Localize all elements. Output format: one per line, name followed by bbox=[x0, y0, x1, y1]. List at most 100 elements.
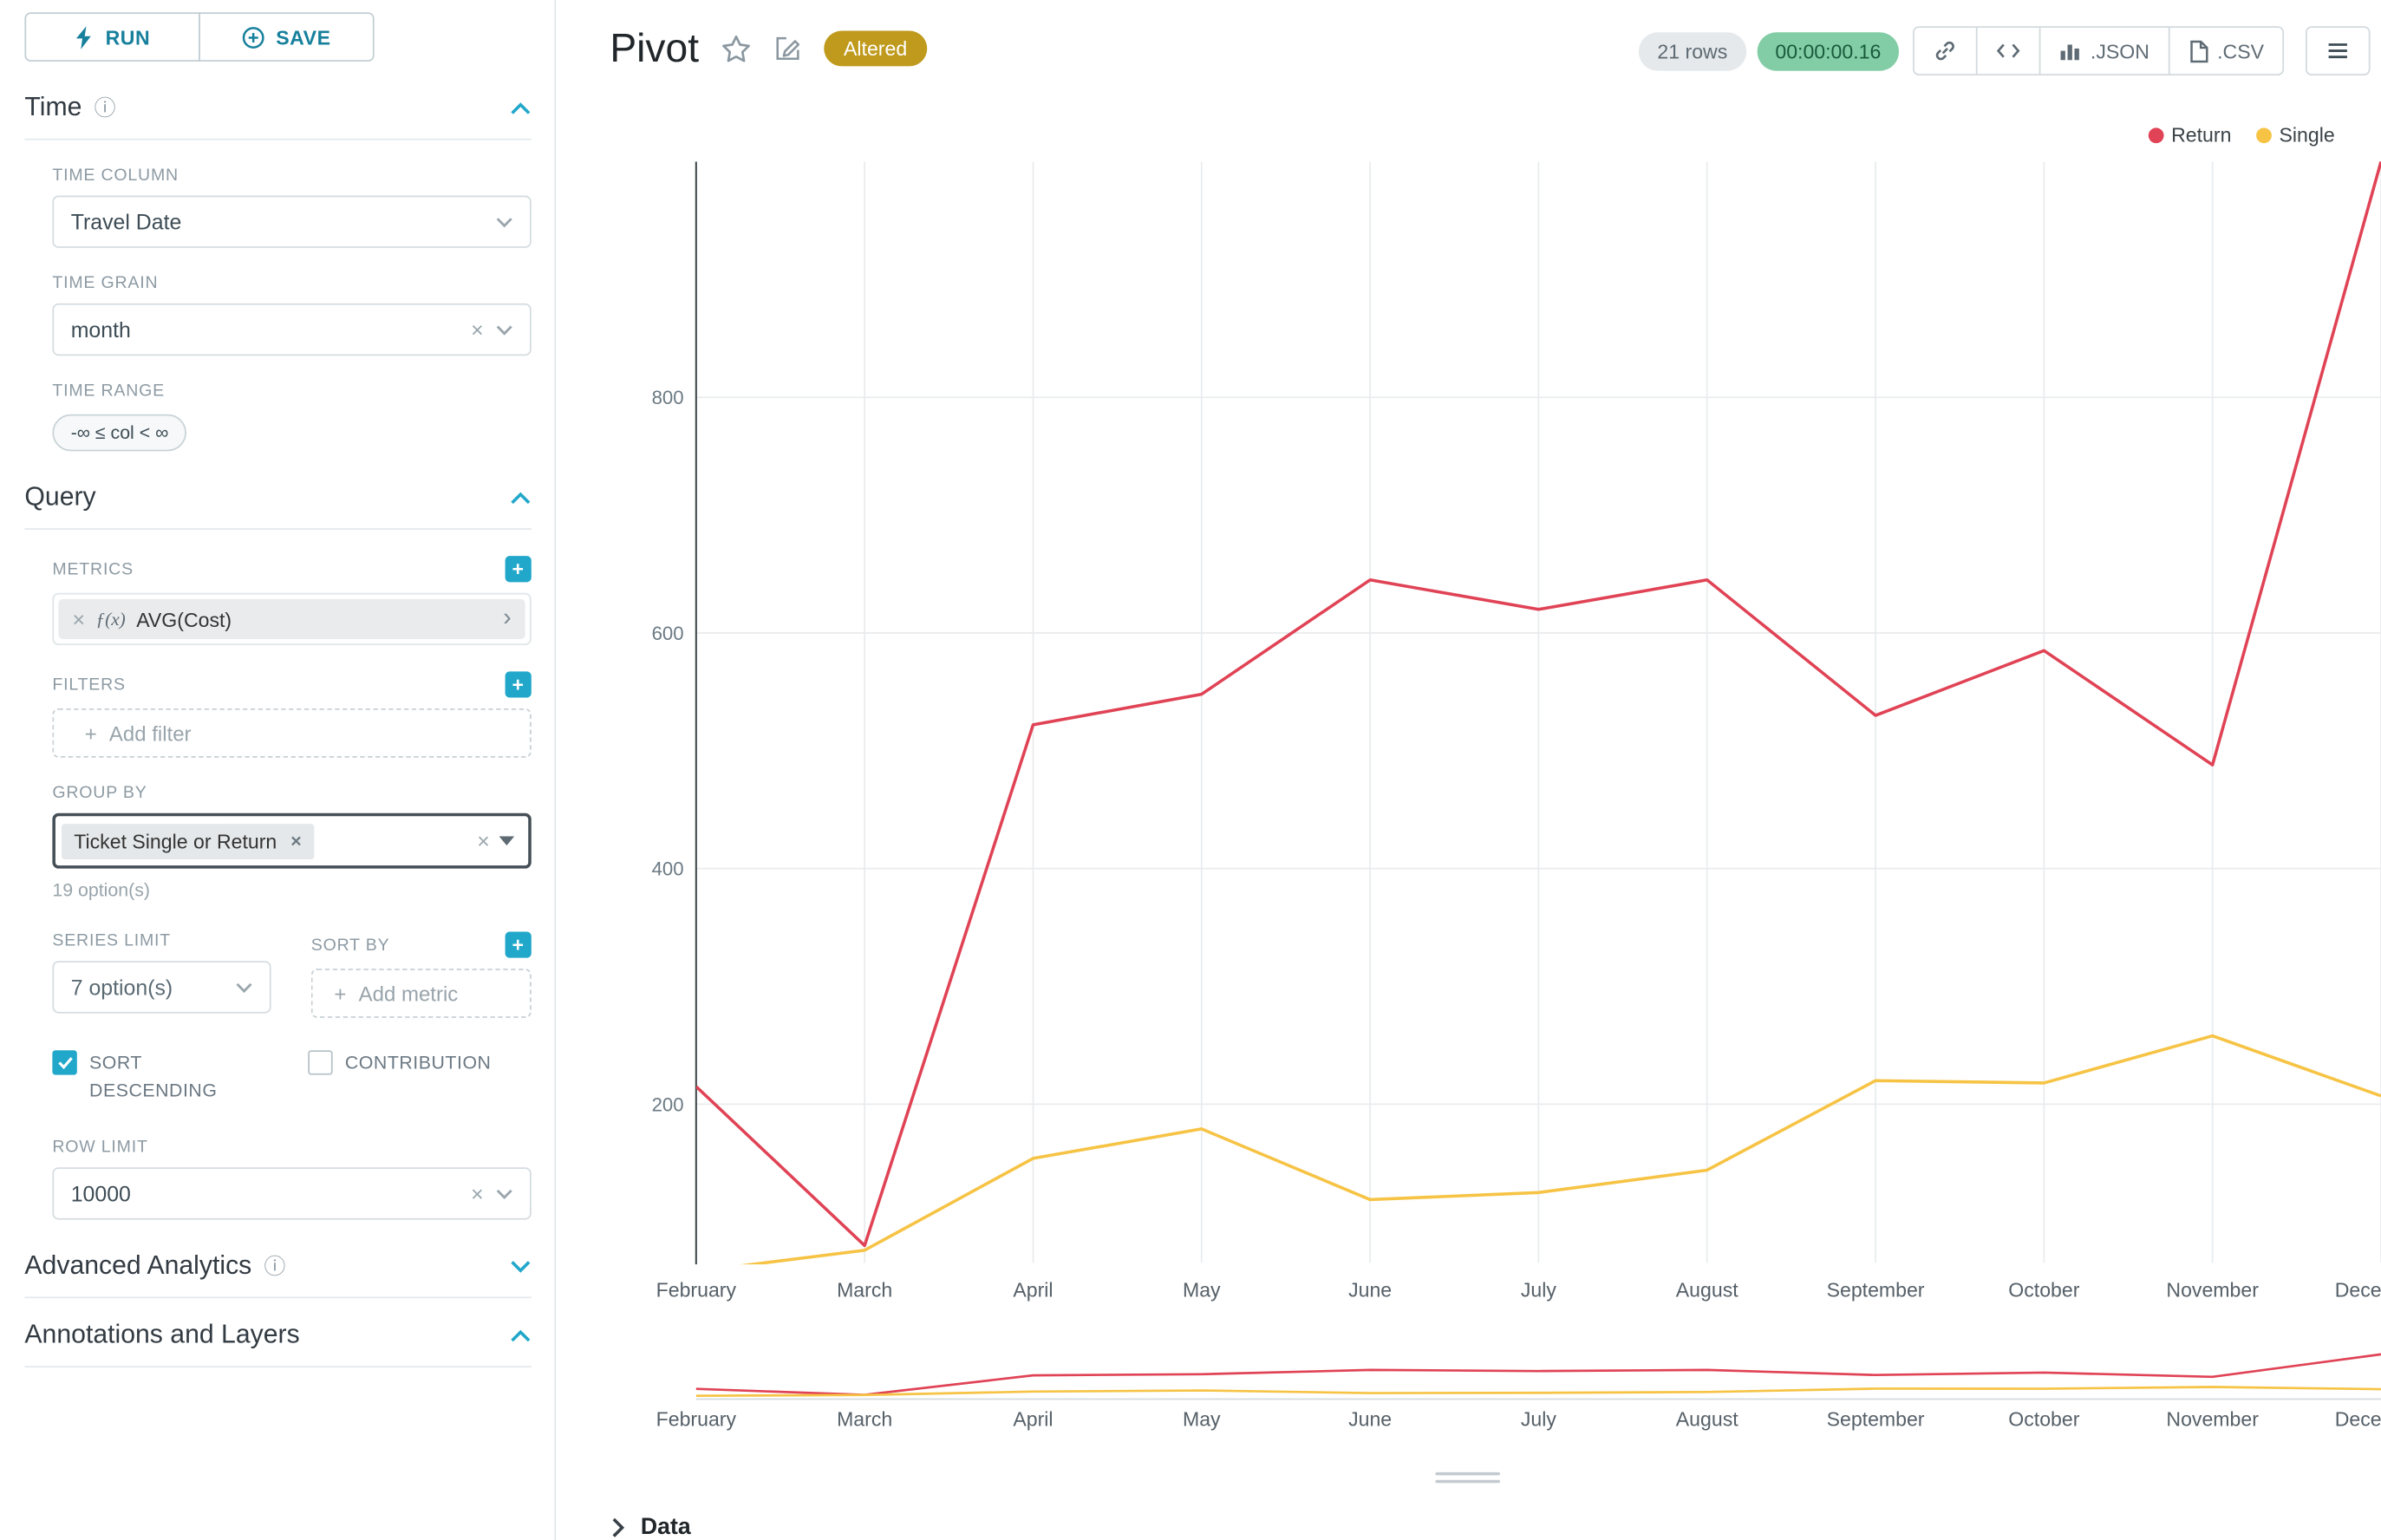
time-range-label: TIME RANGE bbox=[52, 382, 165, 401]
time-column-value: Travel Date bbox=[70, 209, 182, 234]
time-section-title: Time bbox=[24, 92, 82, 122]
metrics-label-row: METRICS + bbox=[52, 556, 532, 583]
export-csv-button[interactable]: .CSV bbox=[2168, 26, 2285, 76]
add-filter-dropzone[interactable]: + Add filter bbox=[52, 708, 532, 758]
svg-text:August: August bbox=[1676, 1278, 1738, 1301]
bar-chart-icon bbox=[2061, 44, 2080, 61]
more-options-menu-button[interactable] bbox=[2305, 26, 2371, 76]
query-section-title: Query bbox=[24, 481, 96, 512]
function-icon: ƒ(x) bbox=[95, 607, 126, 630]
time-range-pill[interactable]: -∞ ≤ col < ∞ bbox=[52, 414, 187, 452]
svg-text:February: February bbox=[656, 1278, 737, 1301]
hamburger-menu-icon bbox=[2328, 43, 2347, 59]
add-sort-metric-plus-button[interactable]: + bbox=[505, 931, 532, 958]
series-limit-value: 7 option(s) bbox=[70, 975, 173, 1000]
embed-code-button[interactable] bbox=[1976, 26, 2042, 76]
altered-badge[interactable]: Altered bbox=[823, 30, 928, 67]
run-button[interactable]: RUN bbox=[24, 12, 200, 62]
query-section-header: Query bbox=[24, 451, 532, 530]
contribution-checkbox[interactable] bbox=[308, 1050, 333, 1075]
lightning-icon bbox=[76, 25, 92, 49]
copy-link-button[interactable] bbox=[1913, 26, 1979, 76]
svg-text:March: March bbox=[837, 1278, 892, 1301]
clear-all-icon[interactable]: × bbox=[477, 828, 490, 853]
svg-text:November: November bbox=[2166, 1408, 2259, 1431]
svg-text:December: December bbox=[2335, 1278, 2381, 1301]
svg-text:April: April bbox=[1013, 1278, 1053, 1301]
clear-icon[interactable]: × bbox=[471, 1181, 484, 1206]
row-limit-value: 10000 bbox=[70, 1181, 131, 1206]
metric-item[interactable]: × ƒ(x) AVG(Cost) › bbox=[58, 598, 525, 640]
clear-icon[interactable]: × bbox=[471, 316, 484, 343]
series-limit-select[interactable]: 7 option(s) bbox=[52, 961, 271, 1014]
legend-item[interactable]: Return bbox=[2148, 123, 2231, 147]
add-metric-plus-button[interactable]: + bbox=[505, 556, 532, 583]
chart-canvas[interactable]: 200 400 600 800 February February March March Ap… bbox=[556, 0, 2381, 1455]
svg-text:September: September bbox=[1827, 1278, 1925, 1301]
caret-down-icon[interactable] bbox=[499, 836, 515, 846]
query-section-body: METRICS + × ƒ(x) AVG(Cost) › FILTERS bbox=[24, 556, 532, 1220]
series-limit-label: SERIES LIMIT bbox=[52, 931, 172, 950]
svg-text:September: September bbox=[1827, 1408, 1925, 1431]
chart-actions: 21 rows 00:00:00.16 bbox=[1639, 26, 2371, 76]
chevron-down-icon[interactable] bbox=[510, 1259, 532, 1273]
legend-item[interactable]: Single bbox=[2255, 123, 2335, 147]
run-button-label: RUN bbox=[105, 25, 151, 49]
advanced-analytics-header: Advanced Analytics ⓘ bbox=[24, 1220, 532, 1299]
save-button[interactable]: SAVE bbox=[199, 12, 375, 62]
svg-text:200: 200 bbox=[652, 1093, 684, 1115]
row-limit-select[interactable]: 10000 × bbox=[52, 1167, 532, 1220]
chevron-up-icon[interactable] bbox=[510, 1328, 532, 1342]
chart-title: Pivot bbox=[610, 24, 700, 71]
sort-descending-checkbox[interactable] bbox=[52, 1050, 77, 1075]
remove-metric-icon[interactable]: × bbox=[72, 606, 86, 632]
data-section-toggle[interactable]: Data bbox=[610, 1514, 691, 1540]
svg-text:June: June bbox=[1348, 1278, 1392, 1301]
group-by-tag[interactable]: Ticket Single or Return × bbox=[62, 823, 314, 859]
edit-icon[interactable] bbox=[773, 34, 802, 63]
row-limit-label: ROW LIMIT bbox=[52, 1138, 148, 1157]
add-sort-metric-dropzone[interactable]: + Add metric bbox=[310, 969, 532, 1018]
info-icon: ⓘ bbox=[264, 1253, 286, 1279]
filters-label-row: FILTERS + bbox=[52, 671, 532, 698]
file-icon bbox=[2189, 39, 2208, 62]
add-filter-placeholder: Add filter bbox=[108, 721, 192, 745]
advanced-analytics-title: Advanced Analytics bbox=[24, 1250, 252, 1280]
time-grain-select[interactable]: month × bbox=[52, 303, 532, 356]
legend-label: Return bbox=[2171, 123, 2232, 147]
info-icon: ⓘ bbox=[94, 95, 116, 121]
group-by-tag-label: Ticket Single or Return bbox=[74, 829, 277, 853]
advanced-analytics-section: Advanced Analytics ⓘ bbox=[24, 1220, 532, 1299]
chevron-right-icon[interactable]: › bbox=[503, 604, 512, 632]
export-json-button[interactable]: .JSON bbox=[2039, 26, 2170, 76]
svg-text:August: August bbox=[1676, 1408, 1738, 1431]
plus-circle-icon bbox=[243, 26, 264, 49]
favorite-star-icon[interactable] bbox=[721, 33, 752, 64]
chevron-up-icon[interactable] bbox=[510, 491, 532, 505]
chart-legend: Return Single bbox=[2148, 123, 2335, 147]
legend-dot bbox=[2255, 127, 2272, 143]
svg-text:October: October bbox=[2008, 1278, 2079, 1301]
svg-text:600: 600 bbox=[652, 623, 684, 644]
query-timer-badge: 00:00:00.16 bbox=[1757, 31, 1900, 70]
svg-text:May: May bbox=[1183, 1408, 1221, 1431]
chevron-up-icon[interactable] bbox=[510, 101, 532, 114]
svg-text:December: December bbox=[2335, 1408, 2381, 1431]
contribution-control: CONTRIBUTION bbox=[308, 1048, 491, 1104]
contribution-label: CONTRIBUTION bbox=[344, 1052, 492, 1073]
legend-dot bbox=[2148, 127, 2164, 143]
time-column-select[interactable]: Travel Date bbox=[52, 195, 532, 248]
resize-gripper[interactable] bbox=[1435, 1471, 1501, 1488]
svg-text:July: July bbox=[1521, 1278, 1557, 1301]
time-section-body: TIME COLUMN Travel Date TIME GRAIN month… bbox=[24, 166, 532, 452]
sort-by-label: SORT BY bbox=[310, 935, 390, 955]
group-by-select[interactable]: Ticket Single or Return × × bbox=[52, 812, 532, 869]
checkbox-row: SORT DESCENDING CONTRIBUTION bbox=[52, 1048, 531, 1104]
check-icon bbox=[57, 1057, 72, 1070]
chart-area: 200 400 600 800 February February March March Ap… bbox=[556, 0, 2381, 1540]
svg-text:May: May bbox=[1183, 1278, 1221, 1301]
add-filter-plus-button[interactable]: + bbox=[505, 671, 532, 698]
remove-tag-icon[interactable]: × bbox=[290, 830, 302, 852]
group-by-options-hint: 19 option(s) bbox=[52, 879, 150, 901]
